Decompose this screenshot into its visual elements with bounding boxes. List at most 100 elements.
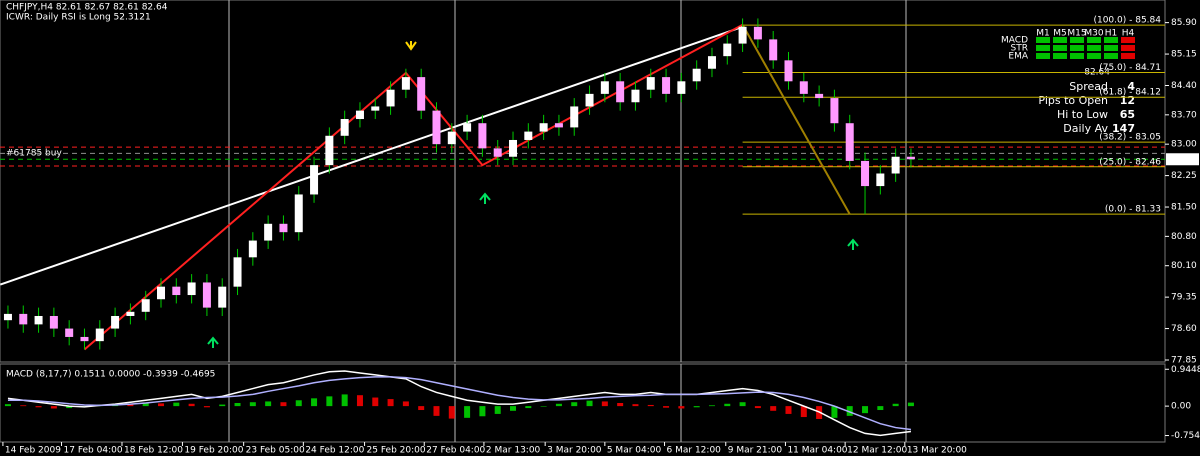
macd-bar [785, 406, 792, 414]
macd-bar [203, 406, 210, 408]
candle-body [799, 81, 808, 94]
signal-cell [1053, 37, 1067, 43]
macd-bar [448, 406, 455, 419]
timeframe-label: H4 [1122, 29, 1135, 39]
y-tick-label: 81.50 [1171, 203, 1197, 213]
candle-body [723, 43, 732, 57]
candle-body [600, 81, 609, 94]
macd-frame [0, 363, 1166, 443]
candle-body [371, 106, 380, 111]
y-tick-label: 82.25 [1171, 171, 1197, 181]
y-tick-label: 84.40 [1171, 81, 1197, 91]
candle-body [830, 98, 839, 124]
info-label: Spread [1069, 80, 1108, 93]
candle-body [3, 313, 12, 321]
x-tick-label: 2 Mar 13:00 [486, 446, 541, 456]
candle-body [111, 315, 120, 329]
x-tick-label: 25 Feb 20:00 [367, 446, 426, 456]
macd-bar [311, 398, 318, 407]
macd-line [7, 370, 912, 437]
signal-cell [1036, 53, 1050, 59]
candle-body [769, 39, 778, 61]
x-tick-label: 17 Feb 04:00 [64, 446, 123, 456]
fib-label: (61.8) - 84.12 [1099, 88, 1161, 98]
macd-bar [632, 404, 639, 407]
y-tick-label: -0.7543 [1171, 431, 1200, 441]
fib-label: (38.2) - 83.05 [1099, 133, 1161, 143]
y-tick-label: 80.10 [1171, 261, 1197, 271]
macd-bar [892, 403, 899, 407]
info-value: 4 [1127, 80, 1135, 93]
buy-arrow [847, 238, 859, 250]
macd-bar [66, 406, 73, 409]
candle-body [202, 282, 211, 308]
macd-bar [800, 406, 807, 418]
macd-bar [20, 405, 27, 407]
macd-bar [464, 406, 471, 418]
macd-bar [418, 406, 425, 411]
timeframe-label: M30 [1084, 29, 1103, 39]
timeframe-label: M5 [1053, 29, 1067, 39]
y-tick-label: 77.85 [1171, 356, 1197, 366]
macd-bar [663, 406, 670, 408]
macd-bar [525, 406, 532, 409]
candle-body [753, 26, 762, 40]
macd-bar [770, 406, 777, 411]
candle-body [616, 81, 625, 103]
candle-body [264, 223, 273, 241]
signal-cell [1053, 53, 1067, 59]
buy-arrow [479, 192, 491, 204]
macd-bar [372, 397, 379, 407]
candle-body [447, 131, 456, 145]
main-frame [0, 0, 1166, 363]
x-tick-label: 11 Mar 04:00 [787, 446, 847, 456]
candle-body [906, 156, 915, 160]
x-tick-label: 18 Feb 12:00 [124, 446, 183, 456]
macd-bar [142, 403, 149, 407]
sell-arrow [405, 41, 417, 51]
candle-body [738, 26, 747, 44]
y-tick-label: 83.00 [1171, 140, 1197, 150]
candle-body [294, 194, 303, 233]
signal-cell [1104, 37, 1118, 43]
candle-body [233, 257, 242, 287]
zigzag [83, 23, 744, 351]
candle-body [386, 89, 395, 107]
info-label: Daily Av [1063, 122, 1108, 135]
y-tick-label: 85.15 [1171, 50, 1197, 60]
candle-body [646, 77, 655, 90]
signal-cell [1053, 45, 1067, 51]
macd-bar [617, 403, 624, 407]
candle-body [692, 68, 701, 82]
order-label: #61785 buy [6, 149, 62, 159]
candle-body [49, 315, 58, 329]
candle-body [126, 311, 135, 316]
x-tick-label: 3 Mar 20:00 [547, 446, 602, 456]
y-tick-label: 80.80 [1171, 232, 1197, 242]
macd-bar [387, 399, 394, 407]
macd-bar [402, 401, 409, 407]
macd-bar [433, 406, 440, 416]
macd-bar [356, 395, 363, 407]
signal-cell [1121, 37, 1135, 43]
price-badge [1166, 153, 1199, 166]
macd-bar [907, 402, 914, 407]
macd-bar [724, 403, 731, 407]
candle-body [463, 123, 472, 132]
candle-body [279, 223, 288, 233]
macd-bar [494, 406, 501, 414]
candle-body [417, 77, 426, 111]
macd-bar [586, 400, 593, 407]
info-label: Hi to Low [1057, 108, 1108, 121]
candle-body [157, 286, 166, 300]
macd-bar [647, 404, 654, 407]
candle-body [784, 60, 793, 82]
candle-body [876, 173, 885, 187]
candle-body [401, 77, 410, 90]
signal-cell [1121, 45, 1135, 51]
candle-body [539, 123, 548, 132]
macd-bar [555, 403, 562, 407]
macd-bar [35, 406, 42, 408]
